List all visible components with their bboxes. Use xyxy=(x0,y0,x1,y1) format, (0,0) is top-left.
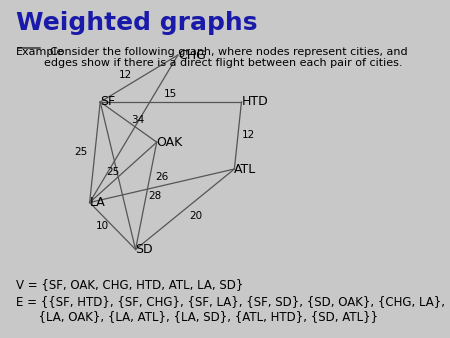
Text: Weighted graphs: Weighted graphs xyxy=(15,11,257,35)
Text: OAK: OAK xyxy=(157,136,183,149)
Text: 34: 34 xyxy=(130,115,144,125)
Text: edges show if there is a direct flight between each pair of cities.: edges show if there is a direct flight b… xyxy=(15,58,402,68)
Text: E = {{SF, HTD}, {SF, CHG}, {SF, LA}, {SF, SD}, {SD, OAK}, {CHG, LA},: E = {{SF, HTD}, {SF, CHG}, {SF, LA}, {SF… xyxy=(15,295,445,308)
Text: 25: 25 xyxy=(74,147,87,157)
Text: LA: LA xyxy=(90,196,105,209)
Text: Example: Example xyxy=(15,47,64,57)
Text: CHG: CHG xyxy=(178,49,206,62)
Text: V = {SF, OAK, CHG, HTD, ATL, LA, SD}: V = {SF, OAK, CHG, HTD, ATL, LA, SD} xyxy=(15,278,243,291)
Text: 12: 12 xyxy=(242,130,255,141)
Text: {LA, OAK}, {LA, ATL}, {LA, SD}, {ATL, HTD}, {SD, ATL}}: {LA, OAK}, {LA, ATL}, {LA, SD}, {ATL, HT… xyxy=(15,311,378,323)
Text: 25: 25 xyxy=(106,167,119,177)
Text: SF: SF xyxy=(100,95,115,108)
Text: Consider the following graph, where nodes represent cities, and: Consider the following graph, where node… xyxy=(43,47,408,57)
Text: 10: 10 xyxy=(95,221,108,231)
Text: 26: 26 xyxy=(155,172,169,183)
Text: HTD: HTD xyxy=(242,95,268,108)
Text: ATL: ATL xyxy=(234,163,256,175)
Text: SD: SD xyxy=(135,243,153,256)
Text: 20: 20 xyxy=(189,211,202,221)
Text: 15: 15 xyxy=(164,89,177,99)
Text: 28: 28 xyxy=(148,191,162,201)
Text: 12: 12 xyxy=(118,70,131,80)
